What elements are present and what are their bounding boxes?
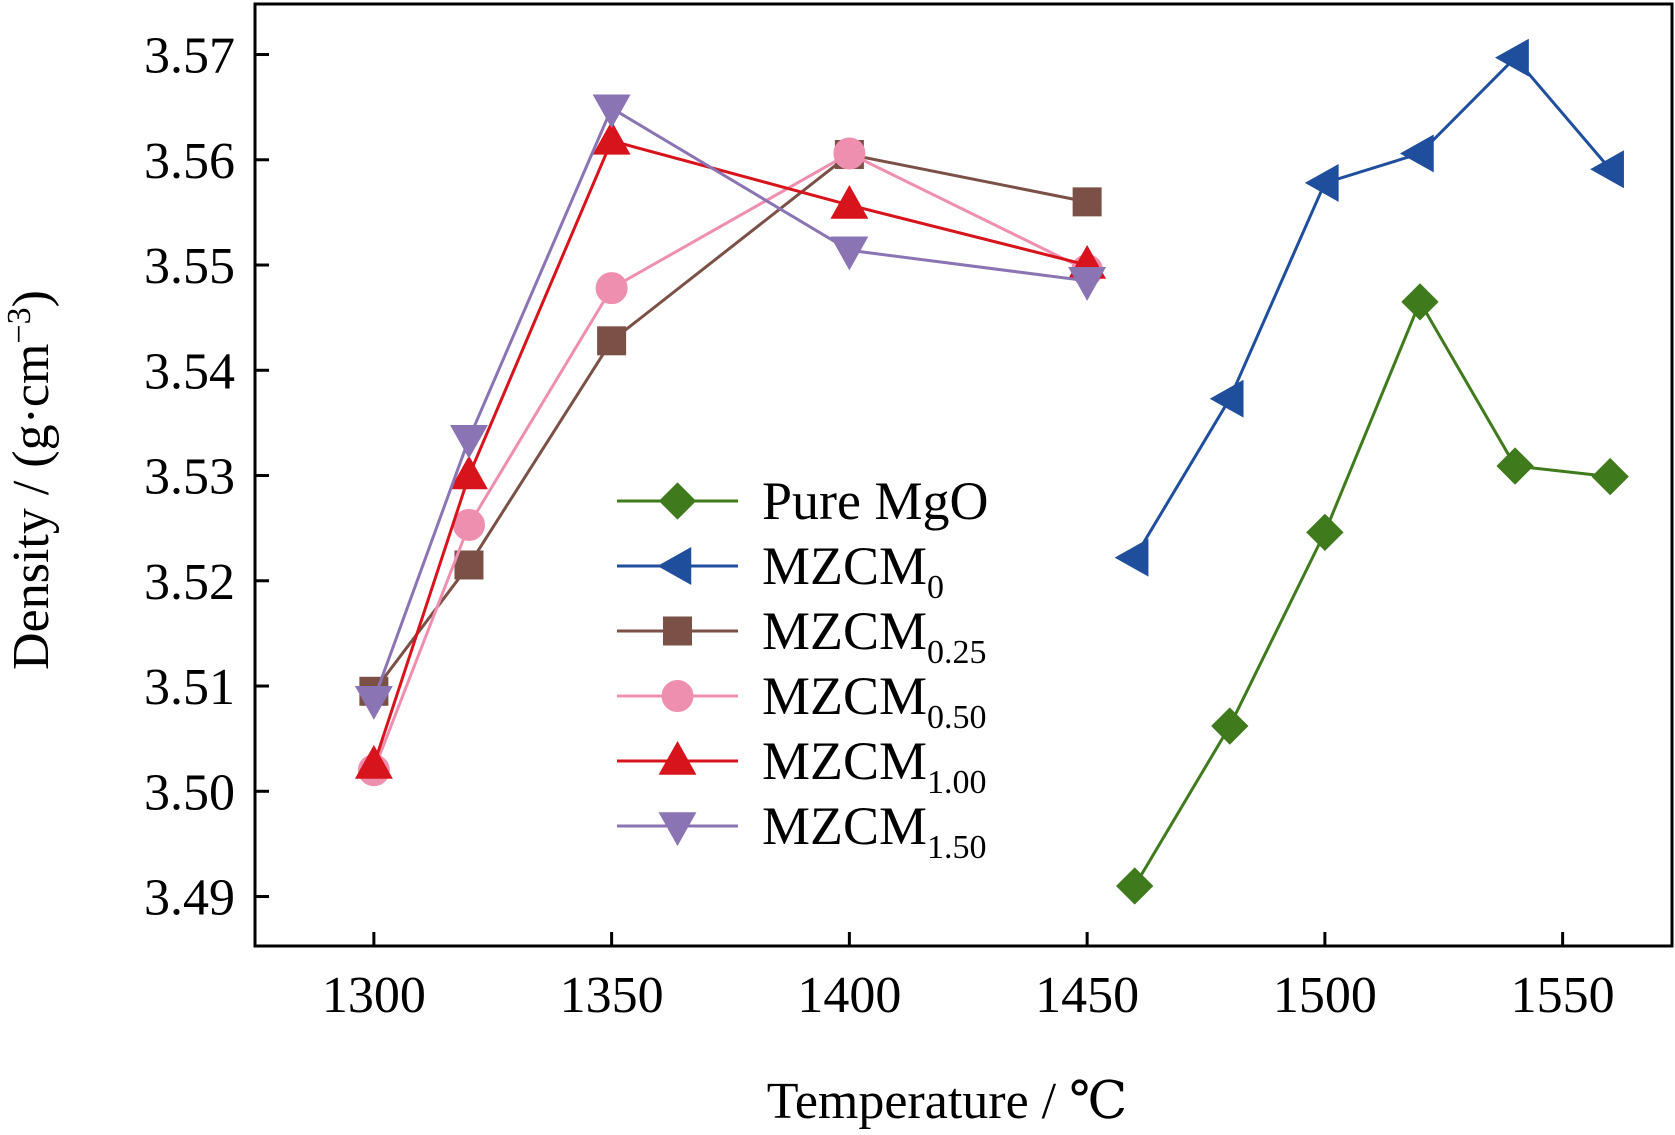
data-point — [450, 455, 488, 490]
legend-marker — [663, 616, 692, 646]
axis-ticks: 1300 1350 1400 1450 1500 1550 3.49 3.50 3.51 3.52… — [144, 28, 1615, 1024]
legend-marker — [658, 740, 697, 775]
legend-marker — [658, 812, 697, 847]
y-tick-label: 3.57 — [144, 28, 235, 85]
x-tick-label: 1500 — [1273, 967, 1377, 1024]
x-tick-label: 1550 — [1511, 967, 1615, 1024]
x-tick-label: 1300 — [322, 967, 426, 1024]
legend-label: MZCM1.00 — [762, 731, 987, 801]
data-point — [1116, 867, 1154, 905]
legend-label: MZCM0.25 — [762, 601, 987, 671]
data-point — [830, 184, 869, 219]
data-point — [1209, 379, 1244, 418]
data-point — [595, 272, 628, 305]
y-tick-label: 3.56 — [144, 133, 235, 190]
y-tick-label: 3.52 — [144, 554, 235, 611]
x-tick-label: 1450 — [1035, 967, 1139, 1024]
data-point — [833, 137, 866, 170]
legend: Pure MgOMZCM0MZCM0.25MZCM0.50MZCM1.00MZC… — [617, 471, 989, 866]
legend-item: MZCM0.50 — [617, 666, 987, 736]
series-2 — [359, 140, 1102, 706]
y-tick-label: 3.53 — [144, 449, 235, 506]
legend-marker — [658, 482, 697, 520]
series-line — [372, 106, 1088, 701]
legend-label: Pure MgO — [762, 471, 989, 531]
legend-label: MZCM0.50 — [762, 666, 987, 736]
series-1 — [1114, 38, 1624, 577]
x-tick-label: 1400 — [797, 967, 901, 1024]
legend-label: MZCM0 — [762, 536, 944, 606]
data-point — [1591, 457, 1629, 496]
legend-marker — [657, 547, 692, 585]
data-point — [597, 326, 627, 356]
y-tick-label: 3.55 — [144, 238, 235, 295]
y-axis-title-end: ) — [3, 290, 60, 307]
y-axis-title-main: Density / (g·cm — [3, 344, 60, 670]
data-point — [1304, 163, 1339, 202]
data-point — [1114, 538, 1149, 577]
data-point — [354, 744, 393, 779]
data-point — [1306, 513, 1344, 552]
x-axis-title: Temperature / ℃ — [767, 1073, 1128, 1130]
legend-item: MZCM1.50 — [617, 796, 987, 866]
y-axis-title-superscript: −3 — [1, 307, 38, 343]
data-point — [592, 120, 631, 155]
series-0 — [1116, 283, 1629, 905]
data-point — [830, 236, 869, 271]
data-point — [1496, 447, 1534, 485]
legend-item: MZCM0.25 — [617, 601, 987, 671]
legend-item: MZCM0 — [617, 536, 944, 606]
series-line — [372, 152, 1088, 693]
series-group — [354, 38, 1629, 905]
legend-item: Pure MgO — [617, 471, 989, 531]
y-tick-label: 3.54 — [144, 343, 235, 400]
data-point — [1399, 134, 1434, 173]
y-axis-title: Density / (g·cm−3) — [1, 290, 60, 670]
series-line — [372, 139, 1088, 766]
y-tick-label: 3.49 — [144, 870, 235, 927]
series-line — [1133, 298, 1611, 887]
legend-label: MZCM1.50 — [762, 796, 987, 866]
data-point — [1211, 707, 1249, 745]
y-tick-label: 3.51 — [144, 659, 235, 716]
data-point — [450, 424, 488, 459]
data-point — [1068, 267, 1107, 301]
series-line — [1133, 55, 1612, 559]
data-point — [1590, 150, 1624, 189]
data-point — [592, 94, 631, 129]
y-tick-label: 3.50 — [144, 764, 235, 821]
data-point — [1495, 38, 1529, 77]
x-tick-label: 1350 — [560, 967, 664, 1024]
data-point — [1072, 187, 1102, 217]
series-5 — [354, 94, 1107, 720]
legend-marker — [661, 680, 694, 712]
legend-item: MZCM1.00 — [617, 731, 987, 801]
data-point — [354, 685, 393, 720]
data-point — [1401, 283, 1439, 321]
data-point — [452, 508, 485, 541]
data-point — [454, 550, 484, 580]
